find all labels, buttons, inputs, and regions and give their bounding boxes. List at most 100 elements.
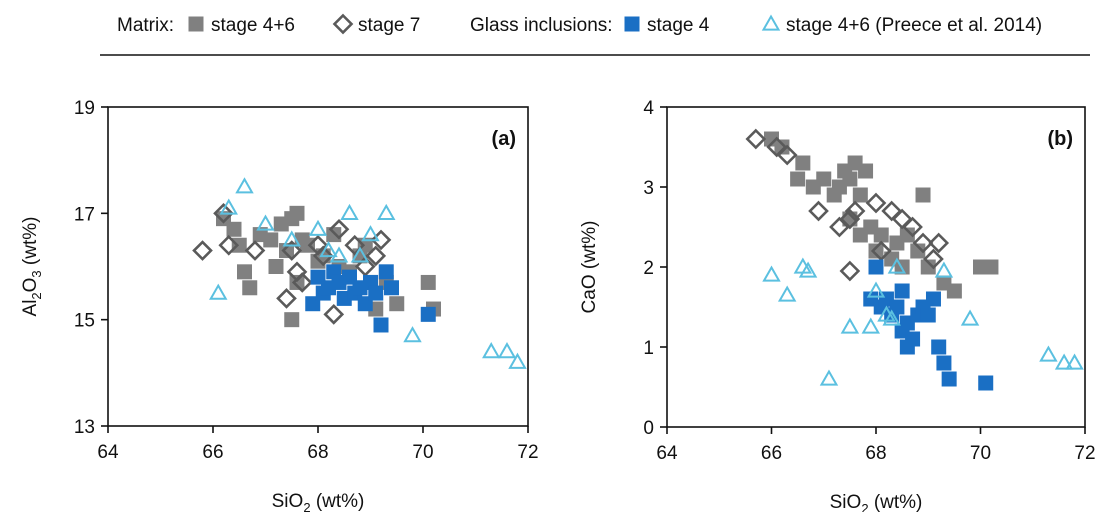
point-gi_preece [861,317,880,334]
point-gi_preece [1054,353,1074,370]
point-gi_preece [762,265,781,282]
point-matrix_s46 [899,227,915,243]
point-gi_preece [887,257,907,274]
point-matrix_s7 [881,200,903,222]
point-gi_preece [329,246,349,263]
point-matrix_s46 [242,280,258,296]
panel-label: (b) [1047,128,1073,150]
legend-marker-matrix_s46 [188,16,204,32]
point-gi_preece [819,369,839,386]
legend: Matrix: stage 4+6 stage 7 stage 4 stage 4+6 … [100,13,1090,56]
point-matrix_s7 [839,208,861,230]
point-gi_s4 [373,317,389,333]
x-tick-label: 72 [1074,443,1095,464]
point-matrix_s7 [865,192,887,214]
y-tick-label: 17 [74,204,95,225]
x-tick-label: 68 [865,443,886,464]
legend-group-glass-label: Glass inclusions: [470,15,613,36]
y-axis-label-al: Al [20,300,41,317]
point-gi_s4 [925,291,941,307]
y-tick-label: 13 [74,417,95,438]
point-gi_preece [282,230,301,247]
point-gi_preece [350,246,370,263]
x-axis-label: SiO2 (wt%) [272,491,365,512]
point-matrix_s7 [365,245,387,267]
point-gi_preece [235,177,254,194]
point-gi_preece [882,309,901,326]
point-matrix_s46 [289,274,305,290]
x-axis-label-base: SiO [272,491,304,512]
point-matrix_s7 [328,218,350,240]
point-gi_preece [960,309,980,326]
point-gi_preece [209,283,228,300]
point-gi_preece [777,285,797,302]
x-axis-label-tail: (wt%) [311,491,365,512]
point-matrix_s7 [928,232,950,254]
legend-marker-gi_preece [761,14,781,31]
point-matrix_s7 [902,216,923,238]
point-matrix_s46 [237,264,252,280]
point-matrix_s46 [983,259,999,275]
point-gi_s4 [368,285,384,301]
point-gi_s4 [941,371,957,387]
point-gi_preece [866,281,886,298]
point-gi_s4 [894,283,910,299]
point-gi_s4 [899,339,915,355]
point-gi_preece [319,241,338,258]
point-matrix_s46 [946,283,962,299]
point-gi_preece [497,342,517,359]
point-gi_preece [482,342,501,359]
point-matrix_s46 [873,227,889,243]
y-tick-label: 19 [74,98,95,119]
x-axis-label-sub: 2 [861,501,868,512]
point-matrix_s7 [923,248,944,270]
x-tick-label: 68 [307,442,328,463]
point-matrix_s7 [344,234,366,256]
point-gi_preece [1065,353,1084,370]
point-gi_s4 [378,264,394,280]
point-matrix_s7 [312,245,334,267]
point-matrix_s46 [868,243,884,259]
point-matrix_s46 [279,243,294,259]
point-gi_preece [219,198,238,215]
point-gi_preece [508,352,527,369]
point-gi_s4 [920,307,936,323]
x-axis-label-tail: (wt%) [869,492,923,512]
point-gi_preece [798,261,818,278]
panel-label: (a) [492,128,516,150]
point-gi_preece [377,203,396,220]
point-matrix_s46 [910,243,926,259]
point-matrix_s7 [213,202,234,224]
point-matrix_s7 [839,260,861,282]
point-matrix_s7 [912,232,934,254]
y-axis-label-sub2: 2 [29,292,44,299]
legend-label-matrix_s7: stage 7 [358,15,420,36]
point-matrix_s7 [808,200,829,222]
point-gi_preece [308,219,328,236]
point-gi_s4 [931,339,947,355]
point-matrix_s7 [192,240,213,261]
point-gi_preece [403,326,422,343]
y-tick-label: 0 [643,418,654,439]
x-tick-label: 64 [97,442,119,463]
point-matrix_s7 [844,200,866,222]
legend-marker-matrix_s7 [332,13,354,35]
point-gi_preece [934,261,954,278]
point-gi_s4 [936,355,952,371]
point-matrix_s46 [915,187,931,203]
y-tick-label: 3 [643,178,654,199]
x-tick-label: 66 [761,443,782,464]
point-matrix_s7 [776,144,798,166]
legend-label-gi_s4: stage 4 [647,15,710,36]
x-tick-label: 66 [202,442,223,463]
point-gi_s4 [420,306,436,322]
legend-marker-gi_s4 [624,16,640,32]
point-matrix_s46 [852,187,868,203]
point-gi_s4 [978,375,994,391]
y-axis-label: Al2O3 (wt%) [20,217,44,317]
point-matrix_s46 [920,259,936,275]
x-tick-label: 72 [517,442,538,463]
point-matrix_s7 [323,304,345,325]
